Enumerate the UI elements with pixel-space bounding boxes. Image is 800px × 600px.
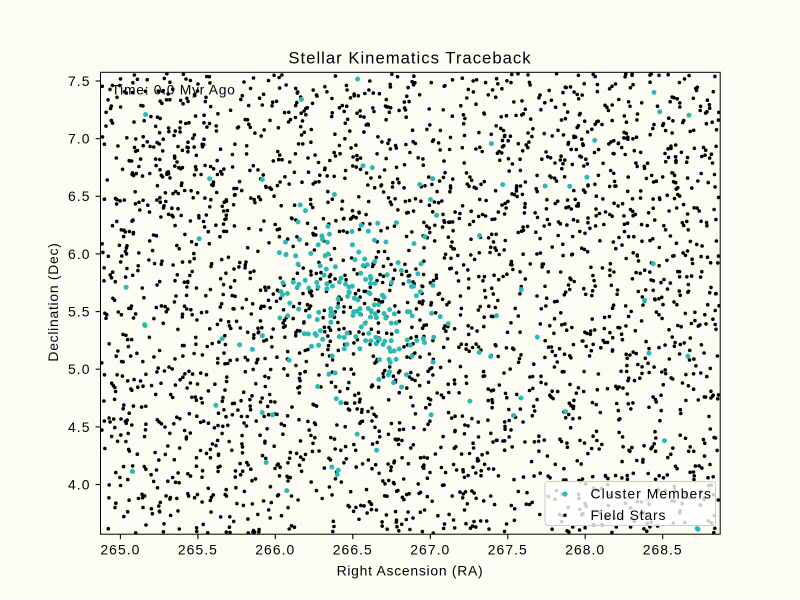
svg-text:267.5: 267.5 xyxy=(488,541,528,557)
svg-text:Stellar Kinematics Traceback: Stellar Kinematics Traceback xyxy=(288,49,531,68)
svg-text:7.5: 7.5 xyxy=(68,73,90,89)
svg-text:4.0: 4.0 xyxy=(68,476,90,492)
svg-text:7.0: 7.0 xyxy=(68,131,90,147)
svg-text:266.0: 266.0 xyxy=(255,541,295,557)
svg-text:6.0: 6.0 xyxy=(68,246,90,262)
svg-text:268.5: 268.5 xyxy=(643,541,683,557)
svg-text:265.5: 265.5 xyxy=(178,541,218,557)
svg-text:268.0: 268.0 xyxy=(565,541,605,557)
svg-text:Declination (Dec): Declination (Dec) xyxy=(45,242,61,361)
svg-text:Cluster Members: Cluster Members xyxy=(591,486,713,502)
svg-text:5.5: 5.5 xyxy=(68,304,90,320)
svg-text:Time: 0.0 Myr Ago: Time: 0.0 Myr Ago xyxy=(112,82,236,98)
svg-text:4.5: 4.5 xyxy=(68,419,90,435)
svg-text:267.0: 267.0 xyxy=(410,541,450,557)
svg-text:Right Ascension (RA): Right Ascension (RA) xyxy=(337,563,484,579)
svg-text:265.0: 265.0 xyxy=(100,541,140,557)
svg-text:6.5: 6.5 xyxy=(68,188,90,204)
svg-text:Field Stars: Field Stars xyxy=(591,507,667,523)
svg-text:5.0: 5.0 xyxy=(68,361,90,377)
svg-text:266.5: 266.5 xyxy=(333,541,373,557)
